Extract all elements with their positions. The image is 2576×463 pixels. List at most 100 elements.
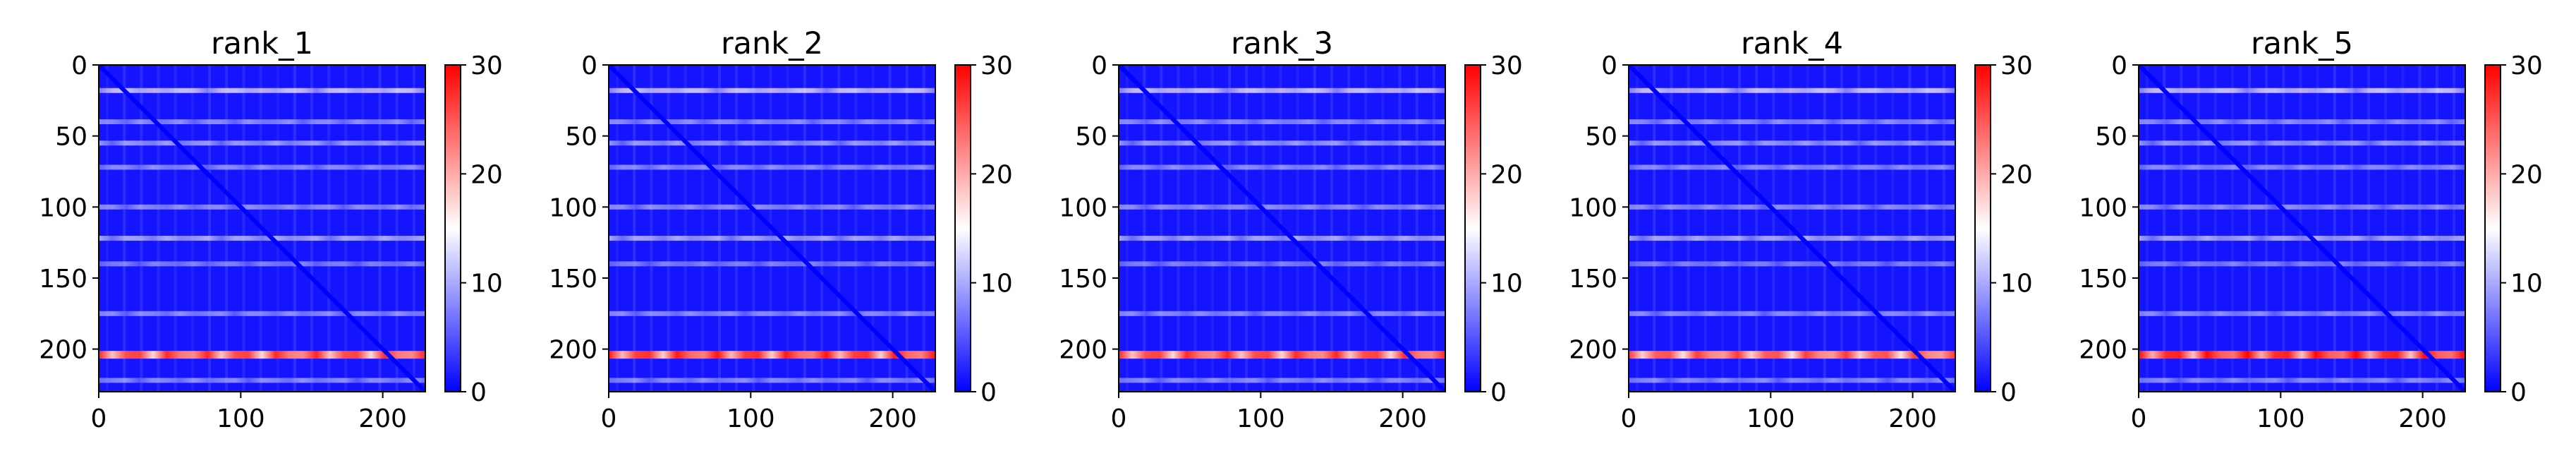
y-tick-label: 0 bbox=[2111, 52, 2127, 80]
colorbar-tick-label: 20 bbox=[470, 160, 503, 189]
axes-frame bbox=[1628, 64, 1956, 392]
heatmap-bright-row bbox=[99, 119, 425, 125]
heatmap-bright-row bbox=[609, 140, 935, 146]
heatmap-column-texture bbox=[1891, 65, 1895, 392]
y-tick-label: 0 bbox=[1601, 52, 1617, 80]
heatmap-column-texture bbox=[2401, 65, 2405, 392]
heatmap-column-texture bbox=[1823, 65, 1826, 392]
heatmap-column-texture bbox=[2435, 65, 2438, 392]
heatmap-column-texture bbox=[786, 65, 789, 392]
y-tick-label: 0 bbox=[71, 52, 87, 80]
chart-title: rank_2 bbox=[721, 26, 823, 61]
heatmap-column-texture bbox=[293, 65, 296, 392]
heatmap-column-texture bbox=[1262, 65, 1265, 392]
heatmap-column-texture bbox=[1398, 65, 1402, 392]
heatmap-column-texture bbox=[395, 65, 399, 392]
heatmap-column-texture bbox=[2418, 65, 2422, 392]
heatmap-bright-row bbox=[609, 311, 935, 316]
heatmap-column-texture bbox=[871, 65, 875, 392]
heatmap-cells bbox=[2139, 65, 2465, 392]
heatmap-bright-row bbox=[1119, 119, 1445, 125]
heatmap-bright-row bbox=[2139, 88, 2465, 93]
heatmap-bright-row bbox=[1119, 351, 1445, 359]
heatmap-column-texture bbox=[1415, 65, 1418, 392]
heatmap-column-texture bbox=[1653, 65, 1656, 392]
heatmap-column-texture bbox=[718, 65, 722, 392]
heatmap-column-texture bbox=[2163, 65, 2166, 392]
x-tick-label: 100 bbox=[727, 404, 775, 433]
heatmap-bright-row bbox=[2139, 204, 2465, 210]
heatmap-bright-row bbox=[1119, 261, 1445, 267]
heatmap-column-texture bbox=[1330, 65, 1333, 392]
heatmap-bright-row bbox=[2139, 164, 2465, 170]
heatmap-column-texture bbox=[2367, 65, 2371, 392]
heatmap-column-texture bbox=[700, 65, 704, 392]
heatmap-bright-row bbox=[2139, 378, 2465, 383]
colorbar-tick-label: 10 bbox=[2000, 270, 2033, 299]
y-tick-label: 50 bbox=[55, 123, 87, 152]
heatmap-bright-row bbox=[1629, 311, 1955, 316]
heatmap-panel: rank_2 0 100 200 0 50 100 150 200 0 10 20 30 bbox=[549, 26, 1013, 433]
heatmap-column-texture bbox=[1177, 65, 1180, 392]
y-tick-label: 100 bbox=[1569, 193, 1617, 222]
heatmap-column-texture bbox=[1313, 65, 1316, 392]
x-tick-label: 100 bbox=[2256, 404, 2305, 433]
colorbar-tick-label: 10 bbox=[2510, 270, 2543, 299]
y-tick-label: 100 bbox=[549, 193, 597, 222]
heatmap-column-texture bbox=[2316, 65, 2319, 392]
heatmap-bright-row bbox=[1629, 140, 1955, 146]
heatmap-column-texture bbox=[2248, 65, 2252, 392]
heatmap-column-texture bbox=[1687, 65, 1690, 392]
x-tick-label: 200 bbox=[358, 404, 407, 433]
chart-title: rank_5 bbox=[2251, 26, 2353, 61]
heatmap-column-texture bbox=[1364, 65, 1368, 392]
y-tick-label: 150 bbox=[1059, 265, 1107, 294]
heatmap-column-texture bbox=[854, 65, 858, 392]
heatmap-column-texture bbox=[2265, 65, 2268, 392]
heatmap-column-texture bbox=[803, 65, 806, 392]
heatmap-bright-row bbox=[99, 378, 425, 383]
heatmap-column-texture bbox=[684, 65, 687, 392]
heatmap-column-texture bbox=[616, 65, 619, 392]
heatmap-column-texture bbox=[1296, 65, 1299, 392]
heatmap-column-texture bbox=[276, 65, 279, 392]
x-tick-label: 0 bbox=[1621, 404, 1637, 433]
heatmap-column-texture bbox=[1874, 65, 1878, 392]
heatmap-column-texture bbox=[2197, 65, 2200, 392]
heatmap-bright-row bbox=[609, 236, 935, 241]
y-tick-label: 100 bbox=[2079, 193, 2127, 222]
heatmap-column-texture bbox=[157, 65, 160, 392]
colorbar-tick-label: 10 bbox=[980, 270, 1013, 299]
heatmap-column-texture bbox=[1703, 65, 1707, 392]
heatmap-bright-row bbox=[1119, 378, 1445, 383]
y-tick-label: 150 bbox=[1569, 265, 1617, 294]
heatmap-bright-row bbox=[1119, 140, 1445, 146]
chart-title: rank_3 bbox=[1231, 26, 1333, 61]
y-tick-label: 0 bbox=[1091, 52, 1107, 80]
heatmap-column-texture bbox=[378, 65, 382, 392]
heatmap-bright-row bbox=[2139, 140, 2465, 146]
colorbar-tick-label: 20 bbox=[2000, 160, 2033, 189]
colorbar-tick-label: 20 bbox=[980, 160, 1013, 189]
colorbar-tick-label: 0 bbox=[1490, 378, 1507, 407]
x-tick-label: 100 bbox=[1746, 404, 1795, 433]
heatmap-column-texture bbox=[1381, 65, 1385, 392]
y-tick-label: 50 bbox=[1075, 123, 1107, 152]
heatmap-column-texture bbox=[1720, 65, 1724, 392]
y-tick-label: 150 bbox=[2079, 265, 2127, 294]
chart-title: rank_1 bbox=[211, 26, 313, 61]
heatmap-column-texture bbox=[1806, 65, 1809, 392]
heatmap-column-texture bbox=[735, 65, 739, 392]
heatmap-column-texture bbox=[190, 65, 194, 392]
heatmap-column-texture bbox=[2146, 65, 2149, 392]
heatmap-bright-row bbox=[609, 119, 935, 125]
heatmap-bright-row bbox=[1629, 204, 1955, 210]
chart-title: rank_4 bbox=[1741, 26, 1843, 61]
heatmap-panel: rank_5 0 100 200 0 50 100 150 200 0 10 20 30 bbox=[2079, 26, 2543, 433]
y-tick-label: 50 bbox=[1585, 123, 1617, 152]
heatmap-bright-row bbox=[1119, 236, 1445, 241]
heatmap-bright-row bbox=[609, 351, 935, 359]
heatmap-cells bbox=[1629, 65, 1955, 392]
heatmap-column-texture bbox=[2230, 65, 2234, 392]
colorbar bbox=[2484, 64, 2501, 392]
